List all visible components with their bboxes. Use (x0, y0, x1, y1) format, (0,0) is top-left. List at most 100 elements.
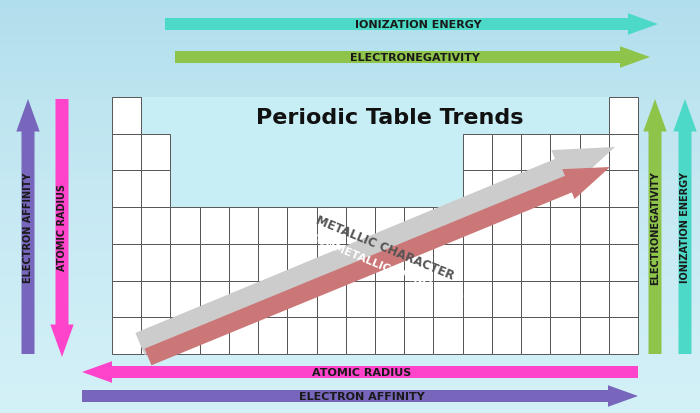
Bar (112, 208, 141, 244)
Bar (346, 281, 375, 318)
Bar (112, 98, 638, 354)
Bar (287, 318, 316, 354)
FancyArrow shape (82, 385, 638, 407)
Bar (375, 281, 404, 318)
Text: METALLIC CHARACTER: METALLIC CHARACTER (314, 213, 456, 282)
Bar (141, 171, 170, 208)
Text: ELECTRON AFFINITY: ELECTRON AFFINITY (299, 391, 425, 401)
Bar (492, 244, 521, 281)
Text: Periodic Table Trends: Periodic Table Trends (256, 108, 524, 128)
Bar (492, 171, 521, 208)
Bar (550, 318, 580, 354)
Bar (229, 208, 258, 244)
Bar (112, 281, 141, 318)
Bar (433, 318, 463, 354)
Bar (463, 318, 492, 354)
Bar (170, 244, 199, 281)
Bar (404, 244, 433, 281)
Bar (492, 318, 521, 354)
Bar (141, 244, 170, 281)
Bar (112, 98, 638, 354)
Bar (258, 244, 287, 281)
Bar (550, 208, 580, 244)
Bar (580, 208, 609, 244)
Bar (609, 134, 638, 171)
Text: IONIZATION ENERGY: IONIZATION ENERGY (355, 20, 482, 30)
FancyArrow shape (673, 100, 696, 354)
Bar (521, 281, 550, 318)
Bar (316, 318, 346, 354)
Bar (550, 134, 580, 171)
Bar (258, 208, 287, 244)
FancyArrow shape (175, 47, 650, 69)
Bar (170, 318, 199, 354)
Bar (112, 171, 141, 208)
Bar (609, 281, 638, 318)
Bar (258, 318, 287, 354)
Bar (112, 98, 141, 134)
Bar (492, 208, 521, 244)
Bar (346, 318, 375, 354)
Bar (609, 171, 638, 208)
Bar (141, 208, 170, 244)
Bar (609, 244, 638, 281)
FancyArrow shape (145, 168, 610, 366)
Bar (550, 244, 580, 281)
Bar (112, 134, 141, 171)
Bar (141, 134, 170, 171)
Bar (229, 281, 258, 318)
Bar (550, 281, 580, 318)
Bar (170, 281, 199, 318)
Bar (346, 208, 375, 244)
Bar (463, 171, 492, 208)
Text: ELECTRONEGATIVITY: ELECTRONEGATIVITY (350, 53, 480, 63)
FancyArrow shape (643, 100, 666, 354)
Bar (609, 318, 638, 354)
Bar (375, 244, 404, 281)
Bar (521, 171, 550, 208)
Bar (580, 281, 609, 318)
Bar (229, 244, 258, 281)
Text: ELECTRONEGATIVITY: ELECTRONEGATIVITY (650, 171, 660, 284)
Bar (521, 244, 550, 281)
Bar (550, 171, 580, 208)
Bar (404, 281, 433, 318)
Bar (199, 244, 229, 281)
Bar (112, 244, 141, 281)
Bar (287, 244, 316, 281)
FancyArrow shape (165, 14, 658, 36)
Bar (433, 208, 463, 244)
Text: NONMETALLIC CHARACTER: NONMETALLIC CHARACTER (306, 231, 464, 304)
Bar (170, 208, 199, 244)
Text: ATOMIC RADIUS: ATOMIC RADIUS (57, 184, 67, 271)
Bar (316, 281, 346, 318)
Bar (463, 244, 492, 281)
Bar (112, 318, 141, 354)
Bar (433, 281, 463, 318)
Bar (463, 208, 492, 244)
Bar (375, 318, 404, 354)
Bar (580, 171, 609, 208)
Bar (609, 98, 638, 134)
Bar (375, 208, 404, 244)
Bar (404, 318, 433, 354)
Bar (316, 208, 346, 244)
Text: ATOMIC RADIUS: ATOMIC RADIUS (312, 367, 412, 377)
Bar (521, 318, 550, 354)
Bar (463, 281, 492, 318)
Bar (492, 134, 521, 171)
Bar (258, 281, 287, 318)
Bar (492, 281, 521, 318)
FancyArrow shape (50, 100, 74, 357)
Bar (580, 244, 609, 281)
Bar (141, 318, 170, 354)
Bar (521, 134, 550, 171)
Bar (580, 134, 609, 171)
Bar (433, 244, 463, 281)
Text: IONIZATION ENERGY: IONIZATION ENERGY (680, 172, 690, 283)
Bar (316, 244, 346, 281)
Bar (404, 208, 433, 244)
Bar (199, 318, 229, 354)
Bar (141, 281, 170, 318)
Bar (229, 318, 258, 354)
